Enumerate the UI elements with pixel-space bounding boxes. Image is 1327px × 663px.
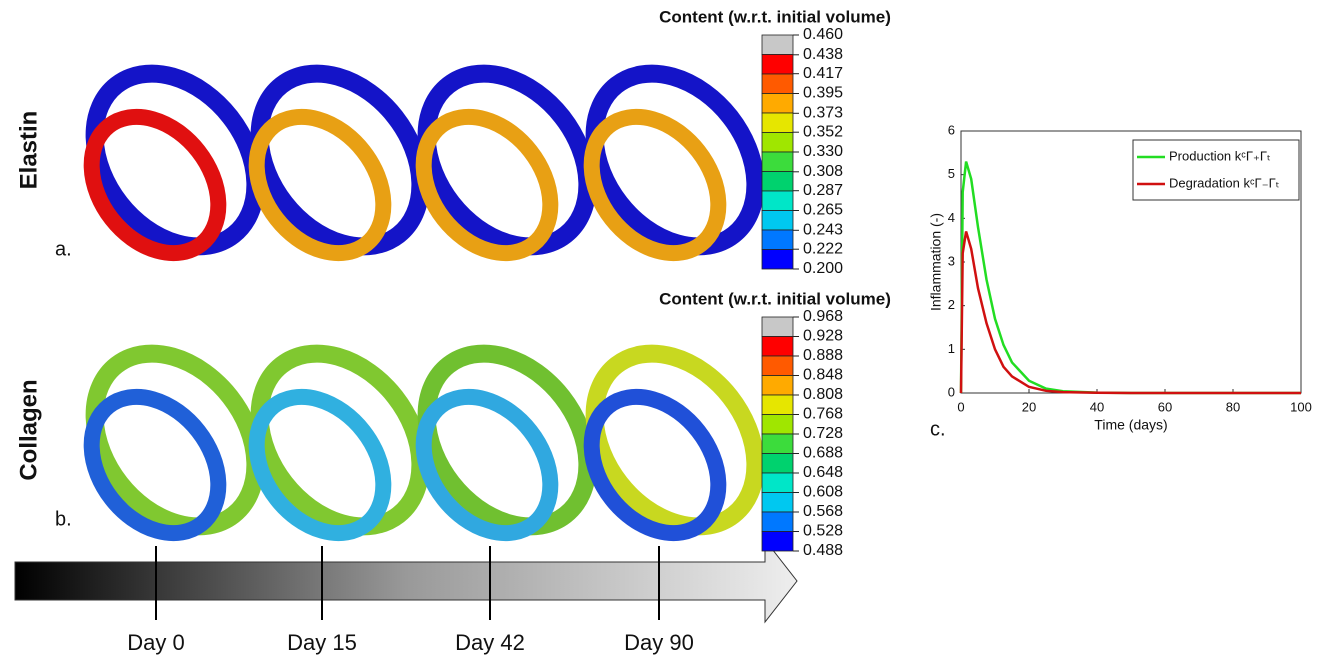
colorbar-tick-label: 0.287 [803, 182, 843, 199]
colorbar-band [761, 249, 794, 270]
colorbar-tick-label: 0.968 [803, 308, 843, 325]
y-tick-label: 3 [948, 253, 955, 268]
colorbar-tick-label: 0.808 [803, 386, 843, 403]
colorbar-band [761, 531, 794, 552]
row-label: Elastin [15, 111, 42, 190]
colorbar-band [761, 190, 794, 211]
outer-ring [417, 344, 597, 536]
inner-ring [583, 388, 727, 542]
x-axis-label: Time (days) [1094, 417, 1167, 433]
outer-ring [85, 64, 265, 256]
colorbar-band [761, 210, 794, 231]
x-tick-label: 80 [1226, 399, 1240, 414]
colorbar-tick-label: 0.460 [803, 26, 843, 43]
y-tick-label: 2 [948, 297, 955, 312]
x-tick-label: 100 [1290, 399, 1312, 414]
panel-label: c. [930, 418, 946, 440]
colorbar-band [761, 93, 794, 114]
y-tick-label: 5 [948, 166, 955, 181]
colorbar-band [761, 229, 794, 250]
colorbar-tick-label: 0.888 [803, 347, 843, 364]
x-tick-label: 0 [957, 399, 964, 414]
colorbar-band [761, 316, 794, 337]
row-label: Collagen [15, 379, 42, 480]
y-tick-label: 4 [948, 210, 955, 225]
timeline-arrow [14, 538, 798, 624]
panel-label: b. [55, 508, 72, 530]
colorbar-band [761, 433, 794, 454]
inner-ring [415, 108, 559, 262]
y-tick-label: 6 [948, 122, 955, 137]
colorbar-tick-label: 0.243 [803, 222, 843, 239]
colorbar-tick-label: 0.688 [803, 445, 843, 462]
colorbar-band [761, 132, 794, 153]
outer-ring [585, 344, 765, 536]
colorbar-title: Content (w.r.t. initial volume) [659, 289, 891, 308]
colorbar-tick-label: 0.438 [803, 46, 843, 63]
colorbar-tick-label: 0.200 [803, 260, 843, 277]
colorbar-tick-label: 0.395 [803, 85, 843, 102]
colorbar-tick-label: 0.265 [803, 202, 843, 219]
colorbar-tick-label: 0.728 [803, 425, 843, 442]
x-tick-label: 40 [1090, 399, 1104, 414]
colorbar-tick-label: 0.848 [803, 367, 843, 384]
colorbar-band [761, 394, 794, 415]
colorbar-band [761, 112, 794, 133]
inner-ring [83, 108, 227, 262]
colorbar-tick-label: 0.352 [803, 123, 843, 140]
timeline-day: Day 0 [127, 630, 184, 655]
colorbar-title: Content (w.r.t. initial volume) [659, 7, 891, 26]
inner-ring [248, 388, 392, 542]
colorbar-band [761, 492, 794, 513]
outer-ring [85, 344, 265, 536]
colorbar-band [761, 511, 794, 532]
legend-label: Production kᶜΓ₊Γₜ [1169, 148, 1271, 163]
outer-ring [250, 64, 430, 256]
colorbar-tick-label: 0.648 [803, 464, 843, 481]
colorbar-tick-label: 0.608 [803, 484, 843, 501]
inner-ring [583, 108, 727, 262]
y-axis-label: Inflammation (-) [928, 213, 944, 311]
colorbar-band [761, 73, 794, 94]
colorbar-tick-label: 0.928 [803, 328, 843, 345]
y-tick-label: 0 [948, 384, 955, 399]
outer-ring [250, 344, 430, 536]
colorbar-tick-label: 0.330 [803, 143, 843, 160]
inner-ring [83, 388, 227, 542]
inner-ring [248, 108, 392, 262]
y-tick-label: 1 [948, 341, 955, 356]
colorbar-band [761, 472, 794, 493]
ring-renderings [83, 64, 765, 542]
series-line [959, 231, 1301, 395]
colorbar-tick-label: 0.488 [803, 542, 843, 559]
colorbar-band [761, 34, 794, 55]
inner-ring [415, 388, 559, 542]
colorbar-tick-label: 0.568 [803, 503, 843, 520]
x-tick-label: 20 [1022, 399, 1036, 414]
colorbar-band [761, 336, 794, 357]
x-tick-label: 60 [1158, 399, 1172, 414]
colorbar-band [761, 453, 794, 474]
colorbar-band [761, 151, 794, 172]
colorbar-band [761, 414, 794, 435]
panel-label: a. [55, 238, 72, 260]
colorbar-tick-label: 0.528 [803, 523, 843, 540]
timeline-day: Day 15 [287, 630, 357, 655]
colorbar-tick-label: 0.222 [803, 240, 843, 257]
legend-label: Degradation kᶜΓ₋Γₜ [1169, 175, 1280, 190]
colorbar-band [761, 355, 794, 376]
timeline-day: Day 42 [455, 630, 525, 655]
colorbar-tick-label: 0.417 [803, 65, 843, 82]
colorbar-tick-label: 0.308 [803, 163, 843, 180]
outer-ring [417, 64, 597, 256]
colorbar-tick-label: 0.768 [803, 406, 843, 423]
colorbar-tick-label: 0.373 [803, 105, 843, 122]
outer-ring [585, 64, 765, 256]
colorbar-band [761, 171, 794, 192]
legend-box [1132, 139, 1300, 201]
colorbar-band [761, 54, 794, 75]
timeline-day: Day 90 [624, 630, 694, 655]
colorbar-band [761, 375, 794, 396]
